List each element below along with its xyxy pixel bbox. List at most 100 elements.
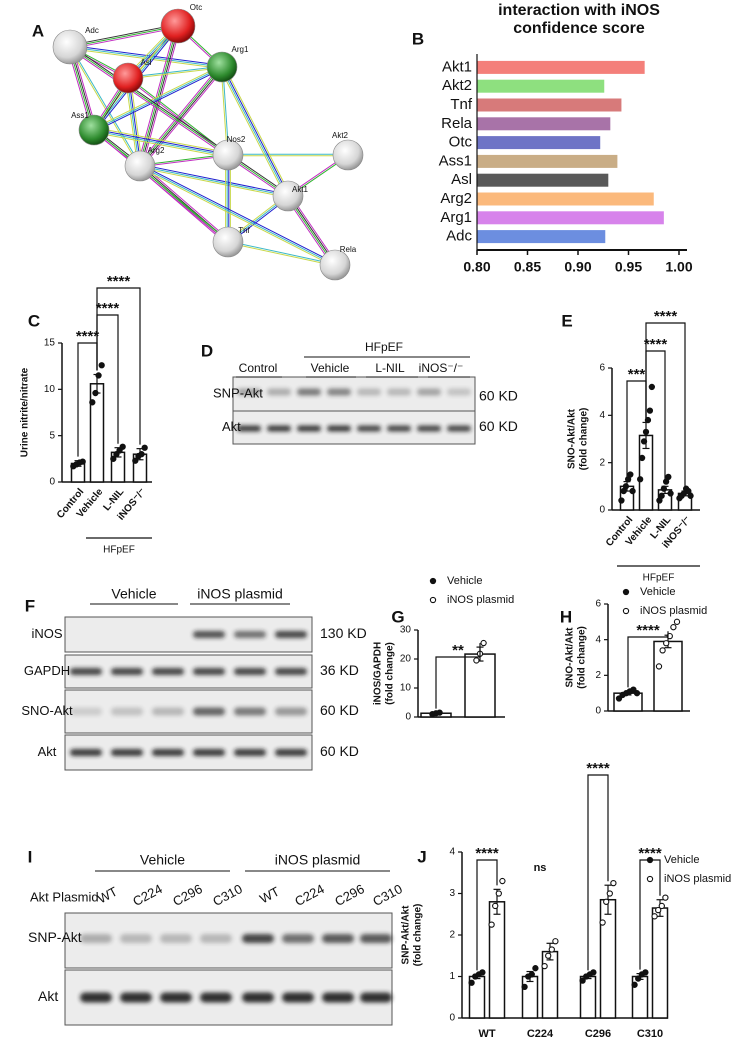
y-tick-label: 2 [449,930,455,941]
bar [521,975,539,1019]
blot-band [160,992,192,1003]
y-tick-label: 10 [44,384,56,395]
legend-marker [429,577,437,585]
chart-title: interaction with iNOS confidence score [498,2,660,37]
bar [477,79,605,93]
data-point [646,407,654,414]
data-point [658,902,665,910]
y-tick-label: Ass1 [439,152,472,169]
data-point [665,473,672,481]
significance-label: **** [586,760,610,777]
panel-label: D [201,341,213,360]
network-edge [93,131,228,158]
legend-label: Vehicle [447,575,482,587]
blot-band [327,425,351,432]
lane-label: C224 [292,881,326,909]
x-tick-label: 0.95 [615,259,642,275]
bar [541,950,559,1019]
network-edge [140,67,224,167]
network-edge [93,65,222,130]
lane-label: C310 [370,881,404,909]
y-tick-label: 3 [449,888,455,899]
legend-label: Vehicle [640,586,675,598]
legend-marker [646,856,654,864]
network-edge [141,68,225,168]
network-node [78,114,110,146]
node-label: Arg1 [232,45,249,54]
network-node [319,249,351,281]
blot-band [275,749,307,756]
blot-band [275,668,307,675]
blot-band [242,934,274,943]
network-edge [137,65,221,165]
data-point [633,690,641,697]
blot-band [275,707,307,716]
network-edge [223,65,291,196]
y-axis-label: SNO-Akt/Akt [567,408,578,469]
lane-label: L-NIL [375,361,405,375]
blot-band [447,425,471,432]
blot-band [387,425,411,432]
network-edge [228,240,336,265]
legend-label: iNOS plasmid [664,873,731,885]
y-axis-label: (fold change) [385,642,396,705]
bar [477,117,611,131]
y-tick-label: 0 [405,712,411,723]
data-point [480,639,487,647]
node-label: Akt2 [332,131,349,140]
panel-label: E [561,311,572,330]
blot-band [193,631,225,638]
blot-band [322,934,354,943]
x-tick-label: 0.80 [463,259,490,275]
significance-label: **** [76,328,100,345]
network-edge [93,130,228,243]
network-edge [227,242,335,267]
blot-background [64,689,313,734]
data-point [606,890,613,897]
network-edge [140,164,336,265]
panel-label: G [391,607,404,626]
blot-band [152,749,184,756]
bar [599,898,617,1019]
node-label: Adc [85,26,99,35]
x-tick-label: C310 [637,1028,663,1038]
significance-bracket [476,859,498,971]
network-edge [138,66,222,166]
data-point [663,640,670,647]
node-label: Otc [190,3,202,12]
data-point [552,938,559,945]
significance-label: **** [475,845,499,862]
network-node [212,139,244,171]
y-tick-label: 4 [449,847,455,858]
network-edge [69,23,178,46]
data-point [603,898,610,905]
data-point [642,428,650,436]
blot-band [282,992,314,1003]
data-point [615,695,623,702]
blot-band [267,388,291,396]
row-label: Akt [38,988,58,1004]
network-edge [220,67,288,197]
row-label: SNO-Akt [21,703,73,718]
node-label: Asl [140,58,151,67]
blot-band [357,388,381,396]
y-axis-label: SNO-Akt/Akt [565,627,576,688]
bar [464,653,496,718]
node-label: Tnf [238,226,250,235]
network-edge [70,46,142,166]
blot-background [64,654,313,689]
lane-label: C310 [210,881,244,909]
network-edge [219,67,287,198]
panel-label: C [28,311,40,330]
network-edge [94,128,229,155]
bar [477,192,654,206]
network-node [206,51,238,83]
data-point [95,372,102,379]
y-tick-label: 0 [449,1013,455,1024]
significance-label: ** [452,642,464,659]
data-point [98,362,105,369]
data-point [655,906,662,914]
data-point [141,444,148,451]
